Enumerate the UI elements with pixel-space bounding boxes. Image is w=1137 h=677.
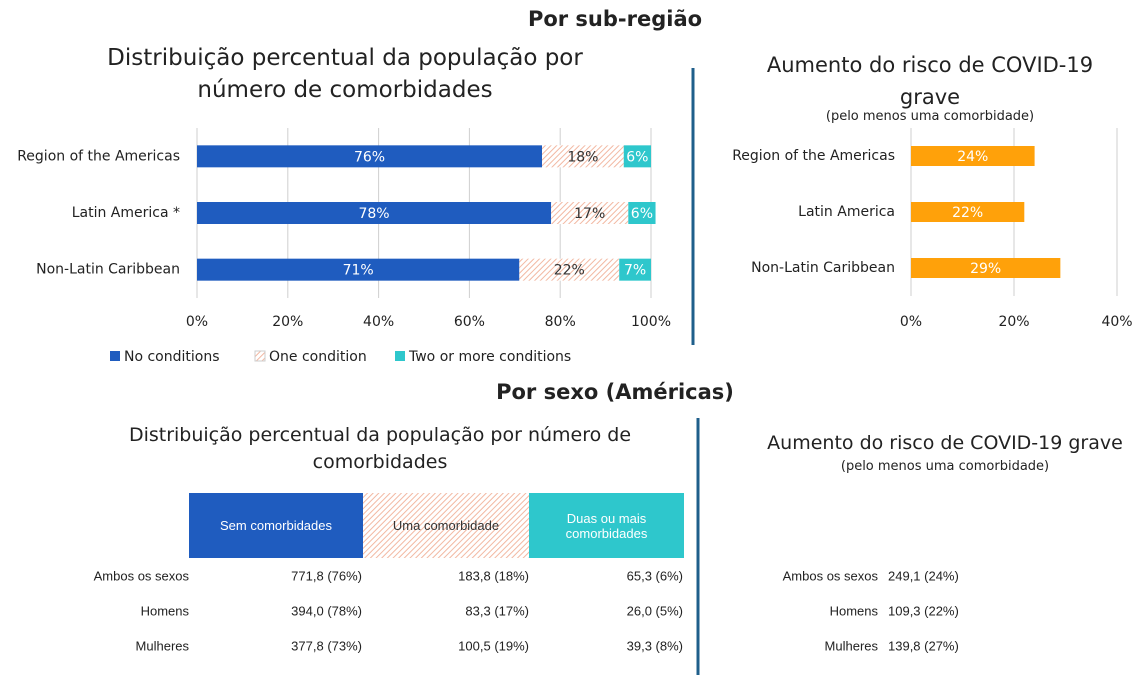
legend-label: No conditions	[124, 349, 220, 365]
legend-swatch	[254, 350, 266, 362]
bar	[628, 202, 656, 224]
value-label: 6%	[631, 206, 653, 222]
value-label: 24%	[957, 149, 988, 165]
x-tick-label: 20%	[272, 314, 303, 330]
column-header: Uma comorbidade	[392, 518, 500, 533]
chart-title: Aumento do risco de COVID-19 grave	[766, 53, 1094, 109]
bar	[911, 258, 1061, 278]
x-tick-label: 40%	[1101, 314, 1132, 330]
table-cell: 26,0 (5%)	[627, 603, 683, 618]
bar	[623, 145, 651, 168]
bar	[519, 258, 620, 281]
y-tick-label: Latin America	[798, 204, 895, 220]
bar	[197, 145, 543, 168]
table-cell: 100,5 (19%)	[458, 638, 529, 653]
value-label: 7%	[624, 263, 646, 279]
y-tick-label: Non-Latin Caribbean	[751, 260, 895, 276]
legend-label: Two or more conditions	[408, 349, 571, 365]
bar	[619, 258, 651, 281]
x-tick-label: 60%	[454, 314, 485, 330]
chart-subtitle: (pelo menos uma comorbidade)	[825, 109, 1035, 124]
table-cell: Mulheres	[136, 638, 190, 653]
x-tick-label: 100%	[631, 314, 671, 330]
table-cell: Homens	[830, 603, 879, 618]
bar	[197, 258, 520, 281]
table-cell: 65,3 (6%)	[627, 568, 683, 583]
value-label: 76%	[354, 149, 385, 165]
header-cell	[363, 493, 529, 558]
x-tick-label: 40%	[363, 314, 394, 330]
x-tick-label: 80%	[545, 314, 576, 330]
table-cell: Ambos os sexos	[783, 568, 879, 583]
table-cell: 39,3 (8%)	[627, 638, 683, 653]
table-cell: 83,3 (17%)	[465, 603, 529, 618]
column-header: Duas ou mais comorbidades	[565, 510, 648, 541]
table-cell: 394,0 (78%)	[291, 603, 362, 618]
legend-swatch	[395, 351, 405, 361]
value-label: 6%	[626, 149, 648, 165]
bar	[197, 202, 552, 224]
y-tick-label: Latin America *	[72, 205, 180, 221]
table-cell: 249,1 (24%)	[888, 568, 959, 583]
table-cell: Ambos os sexos	[94, 568, 190, 583]
heading: Por sub-região	[528, 7, 702, 31]
value-label: 71%	[343, 263, 374, 279]
x-tick-label: 20%	[998, 314, 1029, 330]
legend-swatch	[110, 351, 120, 361]
header-cell	[529, 493, 684, 558]
chart-title: Distribuição percentual da população por…	[107, 45, 583, 104]
y-tick-label: Non-Latin Caribbean	[36, 262, 180, 278]
table-cell: 377,8 (73%)	[291, 638, 362, 653]
table-title: Distribuição percentual da população por…	[128, 424, 632, 473]
value-label: 17%	[574, 206, 605, 222]
bar	[542, 145, 624, 168]
table-cell: 183,8 (18%)	[458, 568, 529, 583]
y-tick-label: Region of the Americas	[732, 148, 895, 164]
column-header: Sem comorbidades	[220, 518, 332, 533]
table-cell: 139,8 (27%)	[888, 638, 959, 653]
heading: Por sexo (Américas)	[496, 380, 734, 404]
value-label: 29%	[970, 261, 1001, 277]
value-label: 18%	[567, 149, 598, 165]
bar	[911, 202, 1025, 222]
table-cell: Mulheres	[825, 638, 879, 653]
legend-label: One condition	[269, 349, 367, 365]
table-title: Aumento do risco de COVID-19 grave	[767, 432, 1123, 454]
y-tick-label: Region of the Americas	[17, 148, 180, 164]
value-label: 78%	[358, 206, 389, 222]
x-tick-label: 0%	[900, 314, 922, 330]
header-cell	[189, 493, 363, 558]
bar	[911, 146, 1035, 166]
table-cell: Homens	[141, 603, 190, 618]
x-tick-label: 0%	[186, 314, 208, 330]
bar	[551, 202, 629, 224]
table-cell: 771,8 (76%)	[291, 568, 362, 583]
table-cell: 109,3 (22%)	[888, 603, 959, 618]
value-label: 22%	[554, 263, 585, 279]
value-label: 22%	[952, 205, 983, 221]
table-subtitle: (pelo menos uma comorbidade)	[840, 459, 1050, 474]
